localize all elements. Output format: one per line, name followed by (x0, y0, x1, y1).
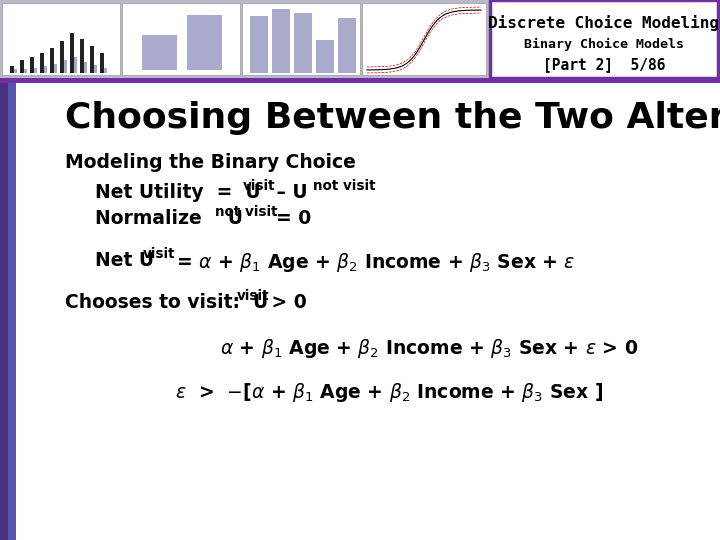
Bar (34, 68, 37, 73)
Bar (10, 66, 14, 73)
Bar (338, 18, 356, 73)
Text: $\varepsilon$  >  $-$[$\alpha$ + $\beta_1$ Age + $\beta_2$ Income + $\beta_3$ Se: $\varepsilon$ > $-$[$\alpha$ + $\beta_1$… (175, 381, 603, 404)
Text: Chooses to visit:  U: Chooses to visit: U (65, 293, 269, 312)
Text: $\alpha$ + $\beta_1$ Age + $\beta_2$ Income + $\beta_3$ Sex + $\varepsilon$ > 0: $\alpha$ + $\beta_1$ Age + $\beta_2$ Inc… (220, 337, 638, 360)
Bar (294, 12, 312, 73)
Bar (20, 60, 24, 73)
Text: = 0: = 0 (263, 209, 311, 228)
Text: Discrete Choice Modeling: Discrete Choice Modeling (488, 15, 719, 31)
Text: not visit: not visit (215, 205, 277, 219)
Text: Net U: Net U (95, 251, 154, 270)
Bar (100, 53, 104, 73)
Bar (94, 65, 97, 73)
Text: Choosing Between the Two Alternatives: Choosing Between the Two Alternatives (65, 101, 720, 135)
Bar (40, 53, 44, 73)
Bar (122, 3, 240, 75)
Text: = $\alpha$ + $\beta_1$ Age + $\beta_2$ Income + $\beta_3$ Sex + $\varepsilon$: = $\alpha$ + $\beta_1$ Age + $\beta_2$ I… (170, 251, 575, 274)
Bar (90, 46, 94, 73)
Bar (490, 0, 718, 78)
Bar (50, 48, 54, 73)
Bar (8, 83, 16, 540)
Text: Normalize    U: Normalize U (95, 209, 243, 228)
Bar (64, 60, 67, 73)
Bar (84, 62, 87, 73)
Text: visit: visit (143, 247, 176, 261)
Bar (70, 33, 74, 73)
Bar (74, 57, 77, 73)
Text: visit: visit (237, 289, 269, 303)
Text: – U: – U (270, 183, 307, 202)
Bar (24, 69, 27, 73)
Bar (0, 83, 8, 540)
Bar (14, 70, 17, 73)
Bar (2, 3, 120, 75)
Bar (60, 40, 64, 73)
Text: visit: visit (243, 179, 276, 193)
Bar (187, 15, 222, 70)
Bar (30, 57, 34, 73)
Bar (44, 66, 47, 73)
Bar (0, 78, 720, 83)
Bar (316, 40, 334, 73)
Bar (104, 68, 107, 73)
Text: Net Utility  =  U: Net Utility = U (95, 183, 261, 202)
Bar (0, 0, 490, 78)
Bar (142, 35, 177, 70)
Text: Modeling the Binary Choice: Modeling the Binary Choice (65, 153, 356, 172)
Bar (54, 64, 57, 73)
Text: not visit: not visit (313, 179, 376, 193)
Bar (16, 83, 720, 540)
Text: [Part 2]  5/86: [Part 2] 5/86 (543, 57, 665, 72)
Text: > 0: > 0 (265, 293, 307, 312)
Bar (242, 3, 360, 75)
Text: Binary Choice Models: Binary Choice Models (524, 38, 684, 51)
Bar (362, 3, 486, 75)
Bar (272, 9, 290, 73)
Bar (250, 16, 268, 73)
Bar (80, 39, 84, 73)
